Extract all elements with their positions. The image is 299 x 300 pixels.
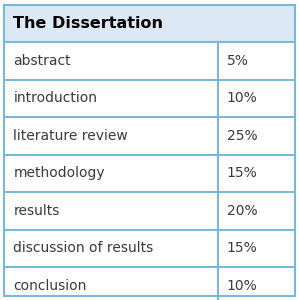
- Text: introduction: introduction: [13, 91, 97, 105]
- Text: results: results: [13, 204, 60, 218]
- Text: 25%: 25%: [227, 129, 257, 143]
- Bar: [4, 4, 295, 42]
- Bar: [4, 42, 295, 80]
- Text: 15%: 15%: [227, 166, 257, 180]
- Bar: [4, 192, 295, 230]
- Text: 15%: 15%: [227, 241, 257, 255]
- Bar: [4, 230, 295, 267]
- Text: 20%: 20%: [227, 204, 257, 218]
- Bar: [4, 117, 295, 154]
- Text: methodology: methodology: [13, 166, 105, 180]
- Text: 5%: 5%: [227, 54, 248, 68]
- Text: discussion of results: discussion of results: [13, 241, 154, 255]
- Bar: [4, 154, 295, 192]
- Bar: [4, 80, 295, 117]
- Text: 10%: 10%: [227, 91, 257, 105]
- Text: conclusion: conclusion: [13, 279, 87, 293]
- Text: The Dissertation: The Dissertation: [13, 16, 164, 31]
- Text: 10%: 10%: [227, 279, 257, 293]
- Bar: [4, 267, 295, 300]
- Text: abstract: abstract: [13, 54, 71, 68]
- Text: literature review: literature review: [13, 129, 128, 143]
